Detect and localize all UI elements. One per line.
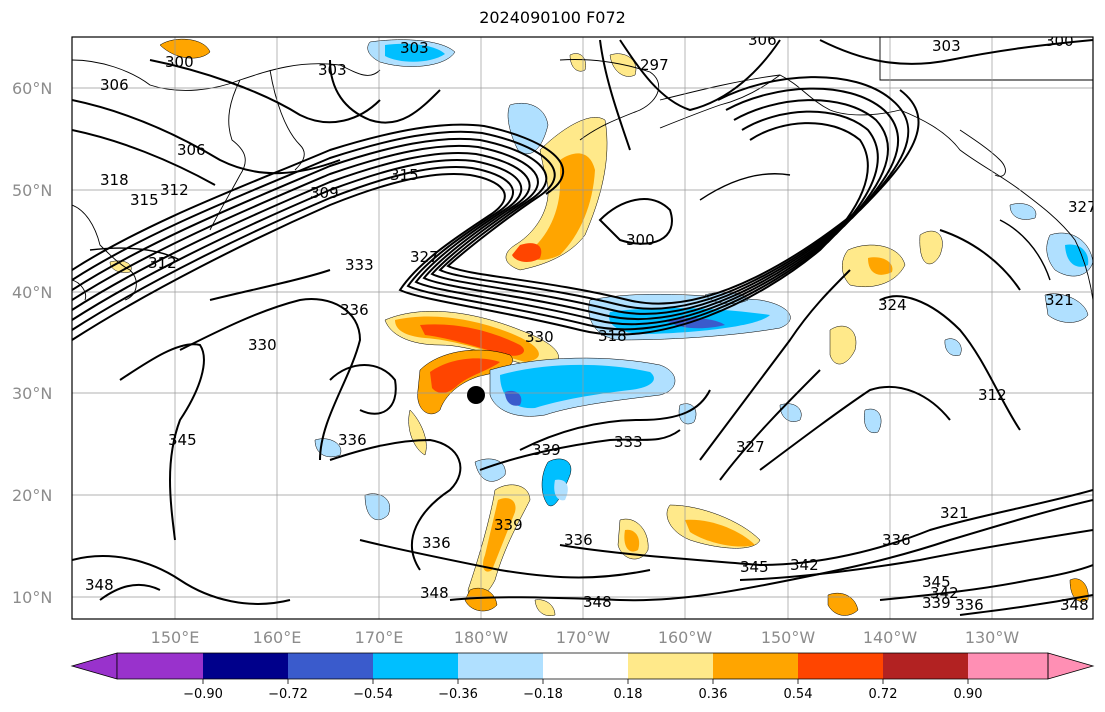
colorbar-swatch (288, 653, 373, 679)
contour-label: 297 (640, 56, 669, 74)
colorbar-swatch (117, 653, 203, 679)
contour-label: 327 (410, 248, 439, 266)
shaded-field-positive (109, 38, 1089, 616)
contour-label: 330 (248, 336, 277, 354)
lon-tick-label: 130°W (965, 628, 1020, 647)
contour-label: 300 (165, 53, 194, 71)
contour-label: 345 (168, 431, 197, 449)
contour-label: 348 (1060, 596, 1089, 614)
colorbar-tick-label: −0.90 (183, 687, 223, 702)
contour-label: 348 (583, 593, 612, 611)
lon-tick-label: 150°E (151, 628, 200, 647)
contour-label: 300 (626, 231, 655, 249)
contour-label: 303 (400, 39, 429, 57)
contour-label: 303 (932, 37, 961, 55)
colorbar-tick-label: 0.18 (614, 687, 643, 702)
colorbar-swatch (458, 653, 543, 679)
colorbar-tick-label: −0.72 (268, 687, 308, 702)
colorbar-swatch (543, 653, 628, 679)
contour-label: 315 (130, 191, 159, 209)
lat-tick-label: 10°N (12, 588, 52, 607)
contour-label: 336 (564, 531, 593, 549)
colorbar-swatch (628, 653, 713, 679)
contour-label: 300 (1045, 32, 1074, 50)
colorbar-swatch (883, 653, 968, 679)
graticule (72, 37, 1093, 619)
lat-tick-label: 50°N (12, 181, 52, 200)
contour-label: 336 (422, 534, 451, 552)
contour-label: 336 (338, 431, 367, 449)
colorbar-swatch (203, 653, 288, 679)
colorbar-tick-label: −0.36 (438, 687, 478, 702)
map-frame (71, 36, 1094, 620)
contour-label: 321 (1045, 291, 1074, 309)
lat-tick-label: 40°N (12, 283, 52, 302)
contour-label: 312 (160, 181, 189, 199)
contour-label: 312 (978, 386, 1007, 404)
lon-tick-label: 140°W (863, 628, 918, 647)
contour-label: 339 (532, 441, 561, 459)
colorbar-swatch (373, 653, 458, 679)
colorbar-tick-label: 0.90 (954, 687, 983, 702)
contour-label: 330 (525, 328, 554, 346)
contour-label: 336 (955, 596, 984, 614)
contour-label: 345 (740, 558, 769, 576)
contour-label: 342 (790, 556, 819, 574)
contour-label: 309 (310, 184, 339, 202)
contour-labels: 303 300 306 303 297 306 303 300 306 318 … (85, 31, 1097, 614)
latitude-axis: 60°N 50°N 40°N 30°N 20°N 10°N (12, 79, 52, 607)
lon-tick-label: 150°W (761, 628, 816, 647)
contour-label: 336 (882, 531, 911, 549)
contour-label: 333 (614, 433, 643, 451)
storm-center-dot (467, 386, 485, 404)
colorbar-swatch (1047, 652, 1095, 680)
lon-tick-label: 170°W (556, 628, 611, 647)
colorbar-tick-label: 0.36 (699, 687, 728, 702)
contour-label: 324 (878, 296, 907, 314)
contour-label: 318 (100, 171, 129, 189)
contour-lines (72, 39, 1093, 616)
lon-tick-label: 160°E (253, 628, 302, 647)
contour-label: 327 (1068, 198, 1097, 216)
lon-tick-label: 180°W (454, 628, 509, 647)
contour-label: 348 (420, 584, 449, 602)
contour-label: 318 (598, 327, 627, 345)
colorbar-tick-label: 0.54 (784, 687, 813, 702)
colorbar-swatch (70, 652, 118, 680)
contour-label: 312 (148, 254, 177, 272)
contour-label: 342 (930, 584, 959, 602)
contour-label: 336 (340, 301, 369, 319)
contour-label: 306 (177, 141, 206, 159)
colorbar-tick-label: −0.54 (353, 687, 393, 702)
coastlines (72, 37, 1093, 301)
contour-label: 321 (940, 504, 969, 522)
longitude-axis: 150°E 160°E 170°E 180°W 170°W 160°W 150°… (151, 628, 1020, 647)
contour-label: 306 (748, 31, 777, 49)
contour-label: 327 (736, 438, 765, 456)
lat-tick-label: 60°N (12, 79, 52, 98)
colorbar-swatch (798, 653, 883, 679)
contour-label: 339 (922, 594, 951, 612)
colorbar-swatch (968, 653, 1048, 679)
contour-label: 348 (85, 576, 114, 594)
colorbar: −0.90 −0.72 −0.54 −0.36 −0.18 0.18 0.36 … (70, 652, 1095, 702)
contour-label: 306 (100, 76, 129, 94)
contour-label: 339 (494, 516, 523, 534)
colorbar-tick-label: −0.18 (523, 687, 563, 702)
contour-label: 303 (318, 61, 347, 79)
contour-label: 333 (345, 256, 374, 274)
lon-tick-label: 160°W (658, 628, 713, 647)
contour-label: 345 (922, 573, 951, 591)
map-title: 2024090100 F072 (479, 8, 626, 27)
lat-tick-label: 20°N (12, 486, 52, 505)
lat-tick-label: 30°N (12, 384, 52, 403)
contour-label: 315 (390, 166, 419, 184)
colorbar-swatch (713, 653, 798, 679)
contour-lines-thin (89, 173, 1051, 281)
lon-tick-label: 170°E (355, 628, 404, 647)
colorbar-tick-label: 0.72 (869, 687, 898, 702)
